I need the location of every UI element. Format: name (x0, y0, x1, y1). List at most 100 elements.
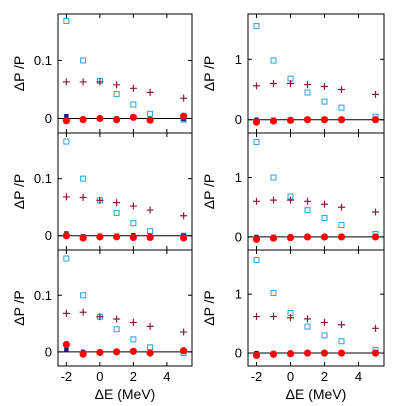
point-filled-circle (129, 347, 137, 355)
point-open-square (130, 336, 137, 343)
point-open-square (63, 17, 70, 24)
y-tick-label: 1 (235, 52, 242, 67)
y-tick-label: 0.1 (34, 288, 52, 303)
point-plus (287, 196, 294, 204)
point-open-square (80, 57, 87, 64)
point-open-square (130, 101, 137, 108)
panel-right-middle: 0 1 ΔP /P (201, 132, 385, 251)
point-open-square (270, 174, 277, 181)
x-tick-label: -2 (61, 369, 73, 384)
x-tick-label: 2 (130, 369, 137, 384)
point-filled-circle (286, 233, 295, 242)
point-filled-circle (303, 349, 312, 357)
y-axis-label: ΔP /P (11, 56, 27, 92)
panel-frame (57, 249, 193, 367)
point-open-square (321, 214, 328, 221)
point-plus (96, 196, 104, 204)
point-plus (180, 212, 188, 220)
point-plus (321, 318, 328, 326)
panel-left-top: 0 0.1 ΔP /P (11, 13, 193, 134)
point-filled-circle (146, 349, 154, 357)
point-filled-circle (62, 340, 70, 349)
y-tick-label: 0 (235, 346, 242, 361)
point-plus (372, 208, 379, 216)
point-filled-circle (286, 116, 295, 124)
panel-frame (247, 249, 385, 367)
point-plus (62, 193, 70, 201)
point-plus (146, 322, 154, 330)
point-open-square (113, 326, 120, 333)
point-filled-circle (320, 233, 329, 241)
point-filled-circle (320, 116, 329, 124)
point-filled-square (64, 347, 69, 352)
point-filled-circle (96, 114, 104, 123)
point-plus (253, 197, 260, 205)
point-filled-circle (371, 233, 380, 241)
point-plus (338, 321, 345, 329)
point-plus (253, 82, 260, 90)
x-tick-label: 4 (355, 369, 362, 384)
x-tick-label: 0 (287, 369, 294, 384)
point-plus (372, 90, 379, 98)
point-open-square (270, 57, 277, 64)
point-filled-circle (146, 116, 154, 124)
point-open-square (147, 344, 154, 351)
point-filled-circle (269, 117, 278, 125)
y-tick-label: 1 (235, 287, 242, 302)
point-plus (146, 206, 154, 214)
point-plus (96, 313, 104, 321)
point-open-square (63, 255, 70, 262)
point-open-square (80, 175, 87, 182)
y-tick-label: 1 (235, 170, 242, 185)
point-filled-circle (337, 233, 346, 241)
point-plus (321, 200, 328, 208)
point-open-square (130, 220, 137, 227)
point-plus (146, 88, 154, 96)
point-filled-circle (113, 116, 121, 124)
y-tick-label: 0 (45, 344, 52, 359)
point-plus (304, 197, 311, 205)
point-filled-circle (337, 116, 346, 124)
point-plus (180, 328, 188, 336)
point-open-square (147, 110, 154, 117)
point-filled-circle (252, 351, 261, 360)
point-open-square (304, 89, 311, 96)
point-plus (113, 315, 121, 323)
point-plus (338, 86, 345, 94)
point-filled-circle (79, 234, 87, 242)
y-tick-label: 0 (235, 229, 242, 244)
point-plus (62, 78, 70, 86)
point-open-square (338, 104, 345, 111)
point-filled-circle (252, 118, 261, 126)
point-plus (129, 84, 137, 92)
y-axis-label: ΔP /P (11, 290, 27, 326)
point-filled-circle (303, 233, 312, 241)
point-filled-circle (371, 116, 380, 124)
point-plus (129, 318, 137, 326)
point-open-square (253, 23, 260, 30)
panel-right-bottom: 0 1 -2 0 2 4 ΔP /P ΔE (MeV) (201, 249, 385, 402)
point-filled-circle (320, 349, 329, 357)
x-axis-label: ΔE (MeV) (95, 386, 156, 402)
x-axis-label: ΔE (MeV) (286, 386, 347, 402)
point-filled-circle (79, 350, 87, 358)
point-open-square (304, 323, 311, 330)
point-open-square (63, 138, 70, 145)
point-filled-circle (269, 350, 278, 358)
point-filled-circle (146, 233, 154, 242)
point-open-square (338, 338, 345, 345)
point-plus (321, 82, 328, 90)
point-open-square (321, 98, 328, 105)
x-tick-label: 2 (321, 369, 328, 384)
point-open-square (113, 91, 120, 98)
point-filled-circle (371, 349, 380, 357)
point-filled-circle (129, 113, 137, 121)
y-axis-label: ΔP /P (201, 290, 217, 326)
x-tick-label: 4 (163, 369, 170, 384)
point-plus (372, 324, 379, 332)
point-plus (62, 309, 70, 317)
point-plus (304, 315, 311, 323)
point-filled-circle (180, 347, 188, 355)
point-filled-circle (252, 235, 261, 243)
point-filled-circle (180, 234, 188, 242)
